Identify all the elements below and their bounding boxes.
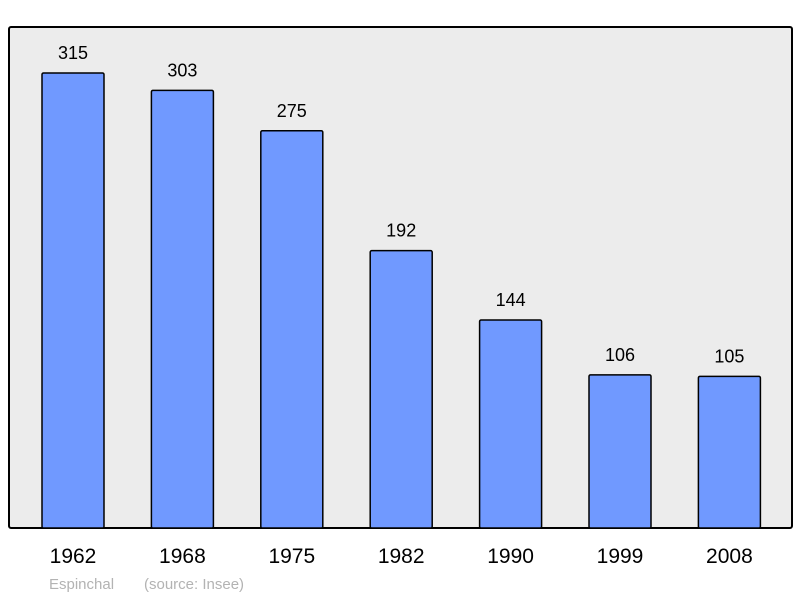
- x-tick-1990: 1990: [487, 545, 534, 568]
- bar-2008: [697, 375, 762, 529]
- bar-1975: [260, 130, 324, 529]
- x-tick-1999: 1999: [597, 545, 644, 568]
- data-label-1982: 192: [386, 221, 416, 241]
- x-tick-1968: 1968: [159, 545, 206, 568]
- bar-1999: [588, 374, 652, 529]
- data-label-1999: 106: [605, 345, 635, 365]
- bar-1962: [41, 72, 105, 529]
- data-label-1968: 303: [167, 60, 197, 80]
- x-tick-1982: 1982: [378, 545, 425, 568]
- data-label-1975: 275: [277, 101, 307, 121]
- data-label-1990: 144: [496, 290, 526, 310]
- x-tick-2008: 2008: [706, 545, 753, 568]
- footer-place: Espinchal: [49, 576, 115, 593]
- footer-source: (source: Insee): [144, 576, 245, 593]
- x-tick-1975: 1975: [268, 545, 315, 568]
- bar-1990: [478, 319, 543, 529]
- bar-1968: [150, 89, 215, 529]
- data-label-1962: 315: [58, 43, 88, 63]
- data-label-2008: 105: [714, 346, 744, 366]
- x-tick-1962: 1962: [50, 545, 97, 568]
- bar-1982: [369, 249, 433, 529]
